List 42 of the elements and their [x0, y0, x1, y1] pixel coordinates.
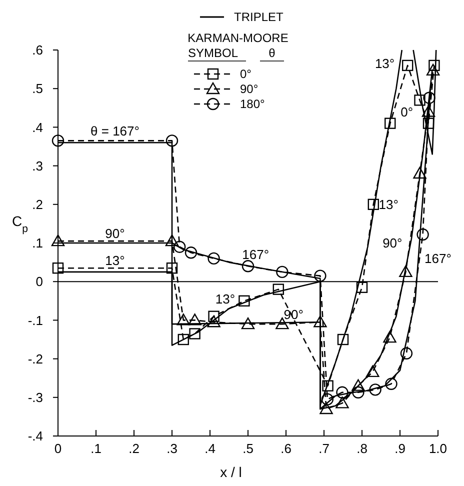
y-tick-label: .1 [32, 236, 43, 251]
legend-label: 0° [240, 67, 252, 81]
annotation: 90° [105, 226, 125, 241]
x-tick-label: .6 [280, 441, 292, 456]
annotation: θ [268, 46, 276, 60]
y-tick-label: 0 [36, 274, 43, 290]
x-tick-label: .7 [318, 441, 330, 456]
y-tick-label: .2 [32, 197, 43, 212]
annotation: 13° [378, 197, 398, 212]
legend-label: TRIPLET [234, 10, 284, 24]
annotation: 13° [215, 292, 236, 307]
y-tick-label: -.1 [28, 312, 43, 328]
y-tick-label: .5 [32, 81, 43, 96]
y-tick-label: -.2 [28, 351, 43, 366]
x-tick-label: .8 [356, 441, 368, 456]
x-tick-label: .9 [394, 441, 406, 456]
y-axis-title: C$_{p}$ [12, 213, 28, 235]
legend-label: 90° [240, 82, 258, 96]
legend-label: 180° [240, 97, 266, 111]
annotation: 13° [105, 252, 125, 268]
x-tick-label: .3 [166, 441, 178, 456]
annotation: 90° [284, 307, 304, 322]
annotation: θ = 167° [90, 124, 140, 139]
annotation: 167° [242, 247, 270, 262]
y-tick-label: .3 [32, 158, 43, 174]
annotation: 90° [382, 236, 402, 251]
y-tick-label: .4 [32, 120, 43, 135]
annotation: 13° [374, 56, 395, 72]
x-tick-label: .5 [242, 441, 254, 456]
annotation: 0° [400, 104, 414, 120]
legend-title: KARMAN-MOORE [188, 31, 288, 45]
annotation: SYMBOL [188, 46, 238, 60]
x-tick-label: 0 [54, 441, 62, 456]
x-tick-label: 1.0 [428, 441, 448, 456]
annotation: 167° [424, 251, 452, 266]
y-tick-label: -.3 [28, 390, 43, 406]
x-tick-label: .4 [204, 441, 216, 456]
y-tick-label: -.4 [28, 428, 43, 444]
x-axis-title: x / l [219, 464, 243, 480]
x-tick-label: .1 [90, 441, 102, 456]
x-tick-label: .2 [128, 441, 140, 456]
y-tick-label: .6 [32, 42, 43, 58]
